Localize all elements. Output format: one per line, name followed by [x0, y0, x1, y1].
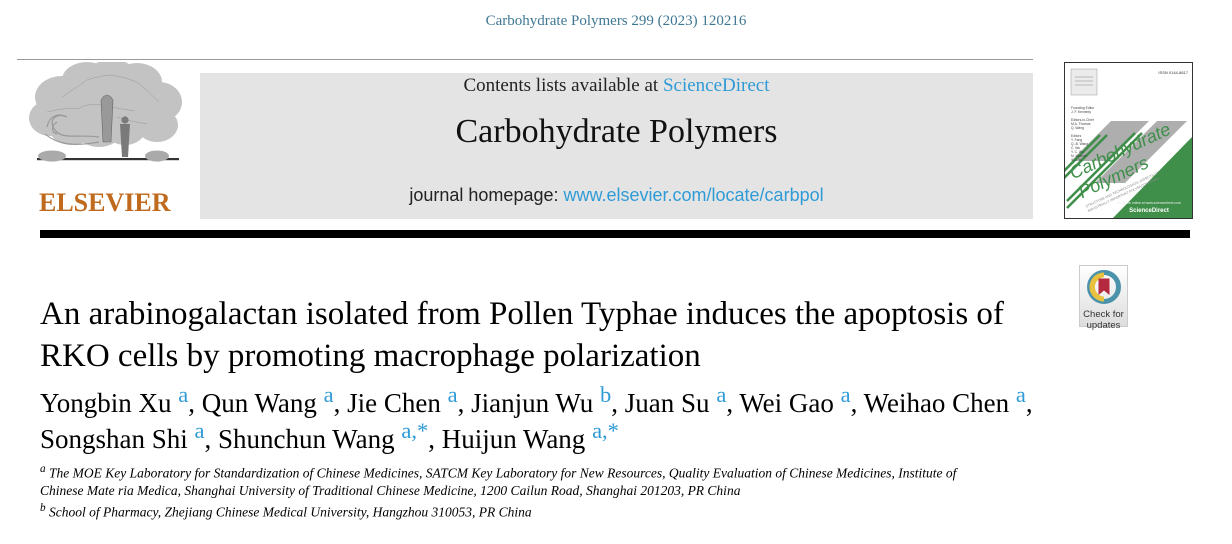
svg-text:Available online at www.scienc: Available online at www.sciencedirect.co… — [1117, 201, 1181, 205]
svg-text:J. F. Kennedy: J. F. Kennedy — [1071, 110, 1091, 114]
svg-text:Q. Wang: Q. Wang — [1071, 126, 1084, 130]
svg-text:ISSN 0144-8617: ISSN 0144-8617 — [1158, 70, 1188, 75]
svg-text:ScienceDirect: ScienceDirect — [1129, 208, 1169, 214]
